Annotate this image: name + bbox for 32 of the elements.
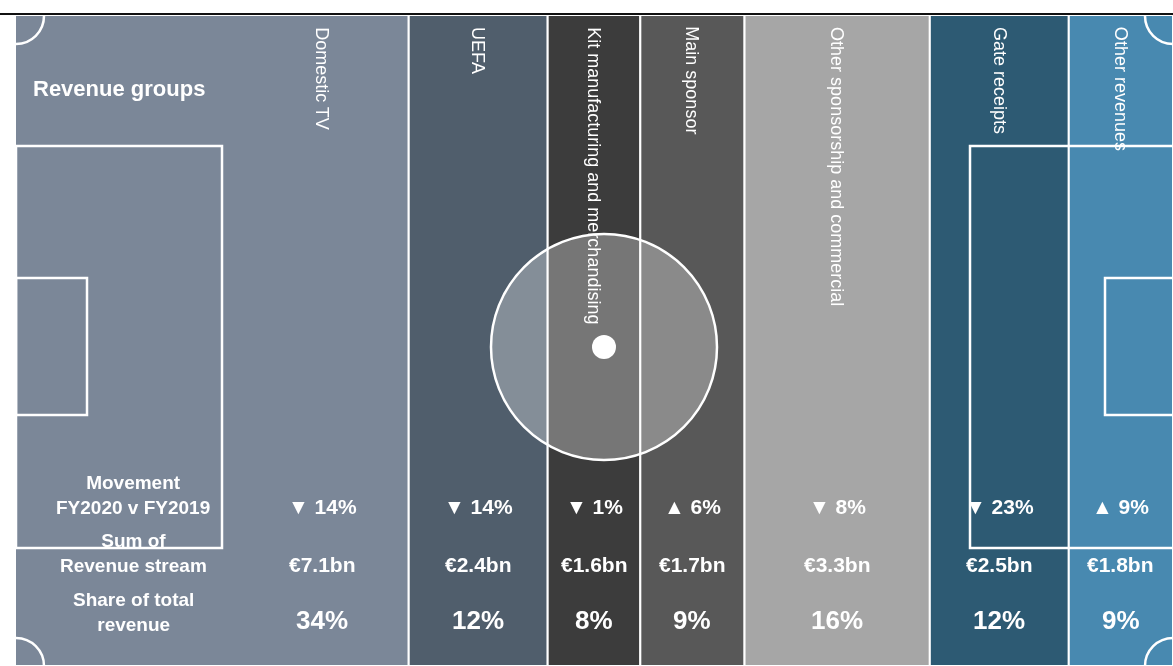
data-label: ▼ 23% (965, 495, 1034, 518)
data-label: €2.5bn (966, 553, 1033, 576)
data-label: 16% (811, 605, 864, 635)
category-label: UEFA (468, 27, 489, 75)
category-label: Other sponsorship and commercial (827, 27, 848, 307)
data-label: €1.7bn (659, 553, 726, 576)
category-label: Domestic TV (312, 27, 333, 130)
data-label: ▼ 14% (444, 495, 513, 518)
data-label: 9% (673, 605, 711, 635)
category-label: Kit manufacturing and merchandising (584, 27, 605, 325)
category-label: Other revenues (1110, 26, 1131, 151)
data-label: ▲ 6% (664, 495, 722, 518)
data-label: €2.4bn (445, 553, 512, 576)
data-label: €1.6bn (561, 553, 628, 576)
data-label: ▼ 1% (566, 495, 624, 518)
data-label: 9% (1102, 605, 1140, 635)
data-label: 12% (452, 605, 505, 635)
data-label: €7.1bn (289, 553, 356, 576)
data-label: 12% (973, 605, 1026, 635)
legend-label: Sum of Revenue stream (60, 530, 207, 576)
data-label: €3.3bn (804, 553, 871, 576)
legend-label: Share of total revenue (73, 589, 195, 635)
data-label: ▼ 8% (809, 495, 867, 518)
data-label: €1.8bn (1087, 553, 1154, 576)
category-label: Gate receipts (989, 26, 1010, 135)
data-label: 8% (575, 605, 613, 635)
data-label: ▼ 14% (288, 495, 357, 518)
data-label: 34% (296, 605, 349, 635)
category-label: Main sponsor (682, 26, 703, 135)
data-label: ▲ 9% (1092, 495, 1150, 518)
text: Revenue groups (33, 75, 206, 101)
series-label: Movement FY2020 v FY2019 (56, 472, 211, 518)
